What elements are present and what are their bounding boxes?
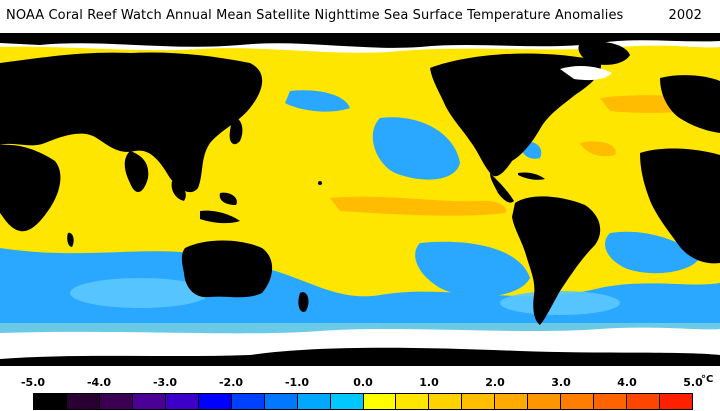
color-legend: -5.0 -4.0 -3.0 -2.0 -1.0 0.0 1.0 2.0 3.0 4.0 5.0 °…	[0, 370, 720, 411]
legend-swatch	[594, 394, 628, 409]
legend-tick-label: 3.0	[551, 376, 571, 389]
legend-tick-label: -5.0	[20, 376, 46, 389]
legend-tick-label: -4.0	[86, 376, 112, 389]
legend-swatch	[561, 394, 595, 409]
legend-swatch	[231, 394, 265, 409]
legend-swatch	[396, 394, 430, 409]
legend-tick-label: 4.0	[617, 376, 637, 389]
legend-swatch	[363, 394, 397, 409]
legend-swatch	[462, 394, 496, 409]
legend-swatch	[99, 394, 133, 409]
legend-tick-label: -3.0	[152, 376, 178, 389]
legend-swatch	[132, 394, 166, 409]
title-year: 2002	[668, 8, 702, 23]
legend-tick-label: -1.0	[284, 376, 310, 389]
legend-tick-label: -2.0	[218, 376, 244, 389]
legend-tick-label: 2.0	[485, 376, 505, 389]
legend-swatch	[297, 394, 331, 409]
legend-swatch	[264, 394, 298, 409]
legend-swatch	[34, 394, 67, 409]
legend-swatch	[528, 394, 562, 409]
legend-swatch	[198, 394, 232, 409]
legend-swatch	[627, 394, 661, 409]
antarctica	[0, 347, 720, 366]
land	[0, 33, 720, 325]
sst-anomaly-map	[0, 33, 720, 366]
legend-swatch	[660, 394, 693, 409]
legend-swatch	[165, 394, 199, 409]
legend-swatch	[429, 394, 463, 409]
legend-tick-label: 1.0	[419, 376, 439, 389]
title-text: NOAA Coral Reef Watch Annual Mean Satell…	[6, 8, 624, 23]
legend-tick-label: 5.0	[683, 376, 703, 389]
legend-unit: °C	[701, 374, 714, 385]
legend-swatch	[330, 394, 364, 409]
legend-swatch	[495, 394, 529, 409]
legend-color-bar	[33, 393, 693, 410]
legend-tick-label: 0.0	[353, 376, 373, 389]
legend-swatch	[66, 394, 100, 409]
greenland-ice	[560, 66, 612, 81]
